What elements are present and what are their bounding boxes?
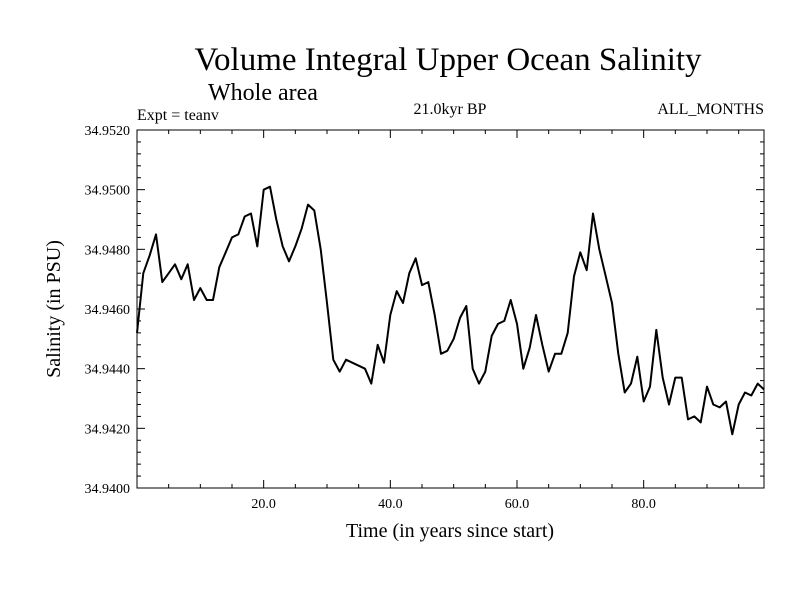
chart-title: Volume Integral Upper Ocean Salinity — [194, 42, 702, 78]
y-minor-ticks — [137, 141, 764, 477]
experiment-label: Expt = teanv — [137, 107, 219, 124]
x-major-ticks — [263, 130, 645, 488]
series-layer — [136, 185, 765, 436]
y-axis-label: Salinity (in PSU) — [43, 240, 65, 378]
plot-frame — [136, 129, 765, 489]
period-label: 21.0kyr BP — [414, 101, 487, 118]
y-tick-labels: 34.9400 34.9420 34.9440 34.9460 34.9480 34.95… — [85, 124, 131, 497]
x-tick-label: 20.0 — [251, 497, 276, 512]
x-minor-ticks — [168, 130, 740, 488]
chart-subtitle: Whole area — [208, 80, 318, 106]
x-tick-label: 40.0 — [378, 497, 403, 512]
months-label: ALL_MONTHS — [657, 101, 764, 118]
x-tick-labels: 20.0 40.0 60.0 80.0 — [251, 497, 656, 512]
y-tick-label: 34.9480 — [85, 243, 131, 258]
y-tick-label: 34.9520 — [85, 124, 131, 139]
series-line-salinity — [136, 185, 765, 436]
x-tick-label: 60.0 — [505, 497, 530, 512]
y-tick-label: 34.9500 — [85, 184, 131, 199]
y-tick-label: 34.9440 — [85, 363, 131, 378]
y-tick-label: 34.9400 — [85, 482, 131, 497]
x-axis-label: Time (in years since start) — [346, 520, 554, 542]
y-tick-label: 34.9460 — [85, 303, 131, 318]
x-tick-label: 80.0 — [631, 497, 656, 512]
y-tick-label: 34.9420 — [85, 422, 131, 437]
